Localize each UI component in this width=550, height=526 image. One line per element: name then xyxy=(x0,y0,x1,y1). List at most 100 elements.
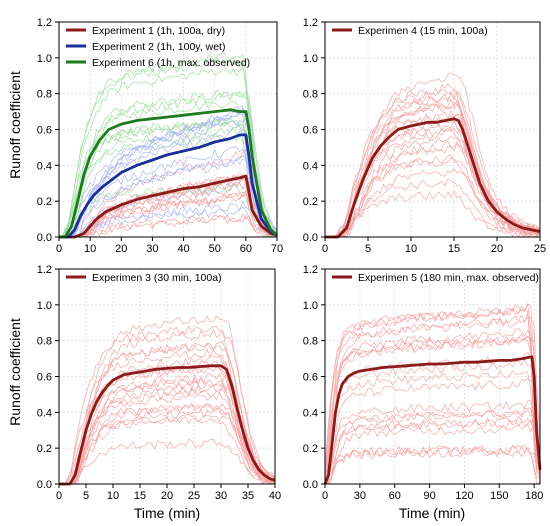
axis-ticks: 0 5 10 15 20 25 30 35 40 0.0 0.2 0.4 0.6 0.8 1.0 1.2 xyxy=(37,264,281,502)
x-tick-label: 5 xyxy=(83,490,89,502)
grid-lines xyxy=(325,268,540,484)
ensemble-line xyxy=(324,369,541,476)
x-tick-label: 25 xyxy=(534,243,546,255)
ensemble-line xyxy=(59,206,278,238)
ensemble-line xyxy=(59,146,278,238)
ensemble-line xyxy=(59,134,278,238)
ensemble-line xyxy=(59,392,276,485)
ensemble-line xyxy=(59,438,276,485)
y-tick-label: 0.8 xyxy=(37,89,52,101)
x-tick-label: 20 xyxy=(491,243,503,255)
axis-ticks: 0 10 20 30 40 50 60 70 0.0 0.2 0.4 0.6 0.8 1.0 1.2 xyxy=(37,17,283,255)
ensemble-line xyxy=(324,333,541,481)
legend-label: Experimen 4 (15 min, 100a) xyxy=(358,25,488,37)
ensemble-line xyxy=(324,336,541,481)
series-line-2 xyxy=(59,133,278,239)
ensemble-lines xyxy=(324,302,541,485)
ensemble-line xyxy=(324,400,541,484)
ensemble-line xyxy=(59,119,278,238)
ensemble-line xyxy=(324,408,541,485)
ensemble-line xyxy=(324,407,541,483)
legend: Experiment 1 (1h, 100a, dry) Experiment 2… xyxy=(66,25,250,69)
ensemble-line xyxy=(59,155,278,238)
chart-panel-bottom-left: 0 5 10 15 20 25 30 35 40 0.0 0.2 0.4 0.6 0.8 1.0 1.2 Exp… xyxy=(37,264,281,502)
chart-panel-bottom-right: 0 30 60 90 120 150 180 0.0 0.2 0.4 0.6 0.8 1.0 1.2 Exp… xyxy=(303,264,544,502)
ensemble-line xyxy=(59,360,276,485)
series-line-1 xyxy=(325,117,541,239)
y-tick-label: 0.4 xyxy=(303,160,318,172)
x-tick-label: 10 xyxy=(405,243,417,255)
ensemble-line xyxy=(59,402,276,485)
y-tick-label: 0.8 xyxy=(303,336,318,348)
x-tick-label: 0 xyxy=(322,490,328,502)
x-tick-label: 0 xyxy=(56,490,62,502)
series-line-1 xyxy=(323,355,542,485)
ensemble-line xyxy=(325,421,541,485)
x-tick-label: 25 xyxy=(188,490,200,502)
ensemble-line xyxy=(59,182,278,238)
y-tick-label: 0.4 xyxy=(303,407,318,419)
y-tick-label: 0.0 xyxy=(37,479,52,491)
ensemble-line xyxy=(59,408,276,485)
ensemble-line xyxy=(59,341,276,485)
ensemble-line xyxy=(59,213,278,238)
ensemble-line xyxy=(324,316,541,485)
ensemble-line xyxy=(325,177,541,238)
y-tick-label: 1.0 xyxy=(37,300,52,312)
ensemble-line xyxy=(324,336,541,478)
x-tick-label: 30 xyxy=(215,490,227,502)
ensemble-line xyxy=(325,72,541,238)
y-tick-label: 1.0 xyxy=(303,53,318,65)
x-tick-label: 30 xyxy=(146,243,158,255)
ensemble-line xyxy=(324,303,541,481)
x-tick-label: 0 xyxy=(56,243,62,255)
x-tick-label: 15 xyxy=(448,243,460,255)
ensemble-line xyxy=(324,305,541,469)
y-tick-label: 0.0 xyxy=(303,232,318,244)
ensemble-line xyxy=(59,348,275,485)
x-tick-label: 0 xyxy=(322,243,328,255)
x-tick-label: 70 xyxy=(271,243,283,255)
ensemble-line xyxy=(59,92,278,238)
x-tick-label: 60 xyxy=(240,243,252,255)
ensemble-line xyxy=(59,342,276,485)
y-tick-label: 0.6 xyxy=(37,125,52,137)
x-tick-label: 30 xyxy=(354,490,366,502)
y-tick-label: 0.2 xyxy=(37,443,52,455)
ensemble-line xyxy=(324,415,541,485)
grid-lines xyxy=(325,21,541,237)
x-tick-label: 40 xyxy=(269,490,281,502)
ensemble-line xyxy=(324,378,541,485)
legend: Experimen 3 (30 min, 100a) xyxy=(66,272,222,284)
x-tick-label: 35 xyxy=(242,490,254,502)
ensemble-line xyxy=(325,142,541,238)
x-tick-label: 180 xyxy=(525,490,543,502)
legend-label: Experiment 2 (1h, 100y, wet) xyxy=(92,41,225,53)
ensemble-line xyxy=(324,302,541,477)
legend-label: Experimen 5 (180 min, max. observed) xyxy=(358,272,539,284)
ensemble-line xyxy=(58,58,277,238)
chart-panel-top-left: 0 10 20 30 40 50 60 70 0.0 0.2 0.4 0.6 0.8 1.0 1.2 Expe… xyxy=(37,17,283,255)
y-tick-label: 0.6 xyxy=(303,372,318,384)
ensemble-line xyxy=(324,444,541,485)
ensemble-lines xyxy=(58,51,278,238)
y-tick-label: 0.6 xyxy=(303,125,318,137)
x-tick-label: 20 xyxy=(115,243,127,255)
ensemble-line xyxy=(59,364,275,485)
y-tick-label: 0.2 xyxy=(37,196,52,208)
ensemble-line xyxy=(325,156,541,238)
y-tick-label: 0.2 xyxy=(303,443,318,455)
y-tick-label: 0.2 xyxy=(303,196,318,208)
ensemble-line xyxy=(325,190,541,238)
ensemble-line xyxy=(59,315,276,485)
ensemble-line xyxy=(59,214,278,238)
y-tick-label: 1.2 xyxy=(37,17,52,29)
y-tick-label: 0.6 xyxy=(37,372,52,384)
x-tick-label: 50 xyxy=(209,243,221,255)
y-tick-label: 1.2 xyxy=(37,264,52,276)
ensemble-line xyxy=(325,127,541,238)
ensemble-line xyxy=(58,100,277,238)
x-tick-label: 15 xyxy=(134,490,146,502)
axis-ticks: 0 30 60 90 120 150 180 0.0 0.2 0.4 0.6 0.8 1.0 1.2 xyxy=(303,264,544,502)
